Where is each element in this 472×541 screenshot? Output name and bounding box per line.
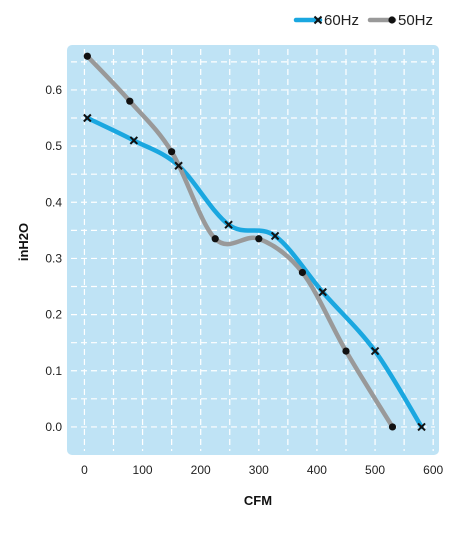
y-tick-label: 0.0 (45, 420, 62, 434)
data-point-50hz (255, 235, 263, 243)
data-point-60hz (318, 287, 327, 297)
x-axis-ticks: 0 100 200 300 400 500 600 (81, 463, 443, 477)
data-point-60hz (129, 136, 139, 145)
x-tick-label: 600 (423, 463, 443, 477)
y-tick-label: 0.1 (45, 364, 62, 378)
series-layer (83, 52, 426, 432)
legend-label-50hz: 50Hz (398, 12, 433, 29)
legend: 60Hz 50Hz (293, 12, 433, 29)
x-tick-label: 400 (307, 463, 327, 477)
y-tick-label: 0.2 (45, 308, 62, 322)
x-tick-label: 200 (191, 463, 211, 477)
data-point-50hz (168, 148, 176, 156)
data-point-50hz (83, 52, 91, 60)
legend-marker-60hz (313, 15, 323, 25)
data-point-50hz (126, 97, 134, 105)
x-axis-label: CFM (244, 493, 272, 508)
data-point-50hz (211, 235, 219, 243)
data-point-60hz (83, 113, 92, 123)
data-point-60hz (370, 346, 380, 356)
y-axis-label: inH2O (16, 223, 31, 261)
data-point-60hz (270, 231, 280, 241)
data-point-60hz (224, 220, 233, 229)
x-tick-label: 500 (365, 463, 385, 477)
y-tick-label: 0.5 (45, 139, 62, 153)
x-tick-label: 0 (81, 463, 88, 477)
data-point-50hz (298, 268, 307, 277)
legend-marker-50hz (388, 16, 396, 24)
y-tick-label: 0.6 (45, 83, 62, 97)
legend-label-60hz: 60Hz (324, 12, 359, 29)
data-point-50hz (388, 423, 397, 431)
plot-area (67, 45, 439, 455)
x-tick-label: 100 (133, 463, 153, 477)
grid (71, 49, 435, 451)
x-tick-label: 300 (249, 463, 269, 477)
y-tick-label: 0.3 (45, 251, 62, 265)
data-point-50hz (342, 347, 350, 355)
data-point-60hz (417, 422, 426, 432)
y-axis-ticks: 0.0 0.1 0.2 0.3 0.4 0.5 0.6 (45, 83, 62, 434)
y-tick-label: 0.4 (45, 195, 62, 209)
data-point-60hz (174, 161, 183, 170)
